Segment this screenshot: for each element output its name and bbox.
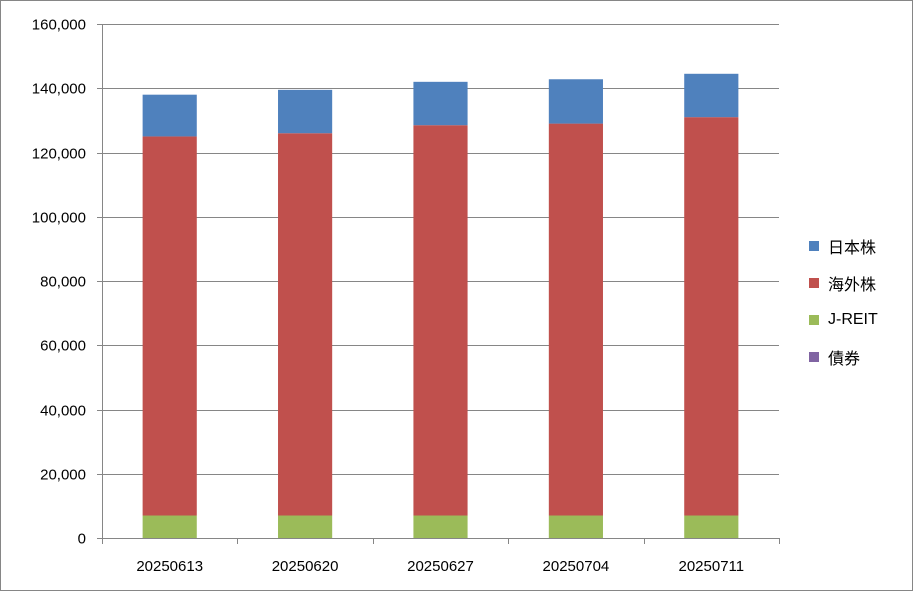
legend-swatch bbox=[809, 240, 819, 251]
bar-segment bbox=[413, 515, 468, 538]
y-tick-label: 100,000 bbox=[32, 210, 86, 227]
bar-segment bbox=[684, 515, 739, 538]
legend-label: J-REIT bbox=[828, 310, 878, 328]
legend-item: 日本株 bbox=[809, 227, 878, 264]
legend-item: J-REIT bbox=[809, 301, 878, 338]
legend-label: 債券 bbox=[828, 350, 861, 368]
bar-segment bbox=[413, 125, 468, 516]
bar-segment bbox=[142, 94, 197, 137]
y-tick-label: 20,000 bbox=[40, 467, 86, 484]
bar-segment bbox=[142, 136, 197, 516]
y-tick-label: 120,000 bbox=[32, 146, 86, 163]
y-tick-label: 160,000 bbox=[32, 17, 86, 34]
bars bbox=[142, 73, 739, 538]
bar-segment bbox=[278, 133, 333, 516]
axes: 0 20,000 40,000 60,000 80,000 100,000 120,000 1… bbox=[32, 17, 780, 575]
y-tick-label: 80,000 bbox=[40, 274, 86, 291]
legend-label: 日本株 bbox=[828, 239, 877, 257]
legend-swatch bbox=[809, 277, 819, 288]
legend-label: 海外株 bbox=[828, 276, 877, 294]
y-tick-label: 40,000 bbox=[40, 403, 86, 420]
legend-item: 債券 bbox=[809, 338, 878, 375]
y-tick-label: 60,000 bbox=[40, 338, 86, 355]
y-tick-label: 0 bbox=[78, 531, 86, 548]
bar-segment bbox=[684, 117, 739, 516]
legend-swatch bbox=[809, 351, 819, 362]
x-tick-label: 20250620 bbox=[272, 558, 339, 575]
legend: 日本株海外株 J-REIT 債券 bbox=[809, 227, 878, 375]
bar-segment bbox=[548, 79, 603, 124]
bar-segment bbox=[278, 515, 333, 538]
x-tick-label: 20250711 bbox=[678, 558, 744, 575]
bar-segment bbox=[548, 123, 603, 516]
x-tick-label: 20250613 bbox=[136, 558, 203, 575]
x-tick-label: 20250704 bbox=[543, 558, 610, 575]
bar-segment bbox=[278, 89, 333, 134]
legend-swatch bbox=[809, 314, 819, 325]
bar-segment bbox=[548, 515, 603, 538]
legend-item: 海外株 bbox=[809, 264, 878, 301]
bar-segment bbox=[413, 81, 468, 126]
bar-segment bbox=[142, 515, 197, 538]
bar-segment bbox=[684, 73, 739, 118]
x-tick-label: 20250627 bbox=[407, 558, 474, 575]
y-tick-label: 140,000 bbox=[32, 81, 86, 98]
